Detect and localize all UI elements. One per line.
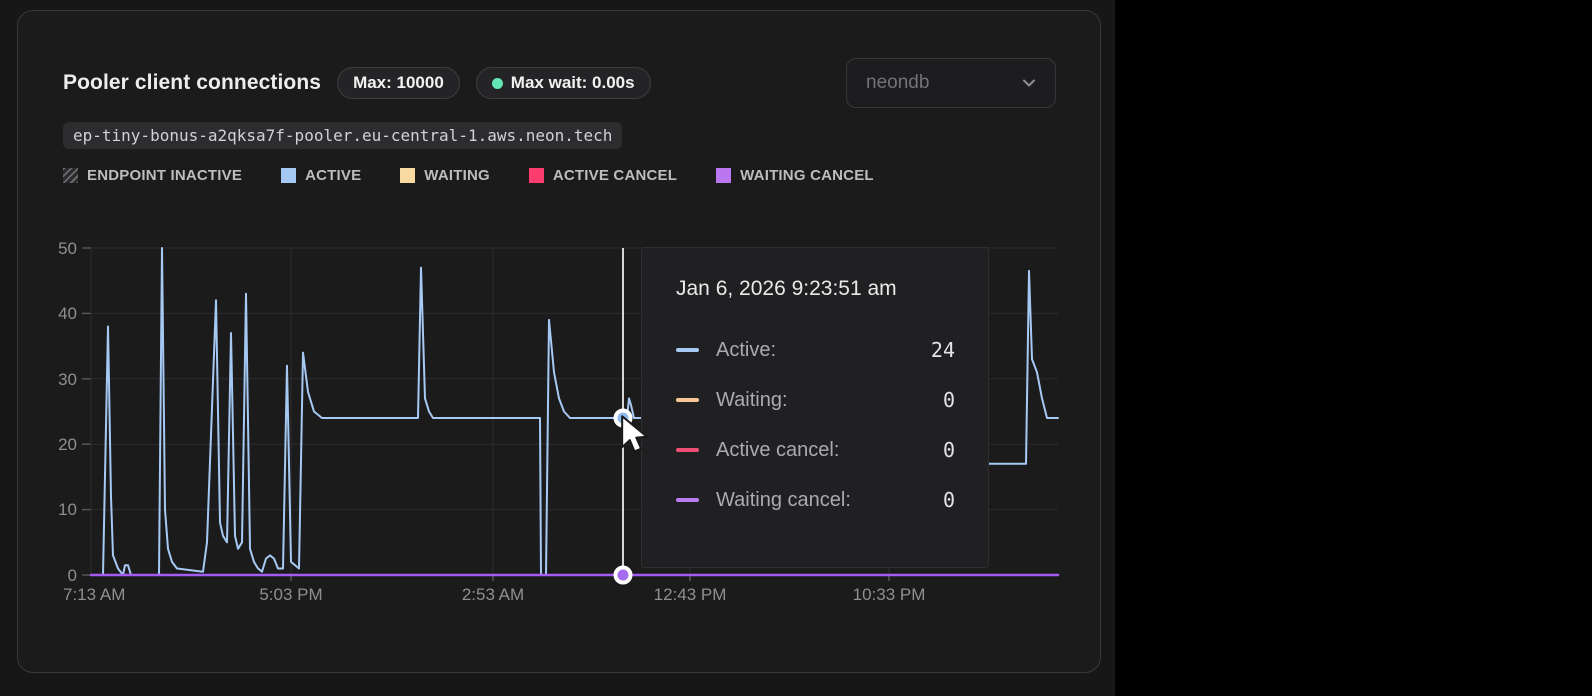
waiting-swatch-icon [400, 168, 416, 183]
y-axis-tick: 50 [58, 239, 77, 258]
chevron-down-icon [1023, 79, 1035, 87]
database-select-value: neondb [866, 72, 930, 93]
tooltip-row-waiting: Waiting: 0 [676, 375, 955, 425]
legend-label: WAITING CANCEL [740, 167, 874, 184]
active-swatch-icon [281, 168, 297, 183]
x-axis-tick: 5:03 PM [259, 585, 323, 604]
active-cancel-dash-icon [676, 447, 699, 453]
tooltip-row-active: Active: 24 [676, 325, 955, 375]
tooltip-timestamp: Jan 6, 2026 9:23:51 am [676, 277, 897, 300]
legend-label: WAITING [424, 167, 490, 184]
legend-item-active-cancel[interactable]: ACTIVE CANCEL [528, 167, 678, 184]
tooltip-row-waiting-cancel: Waiting cancel: 0 [676, 475, 955, 525]
y-axis-tick: 40 [58, 304, 77, 323]
active-cancel-swatch-icon [528, 168, 544, 183]
card-header: Pooler client connections Max: 10000 Max… [63, 58, 1056, 108]
bottom-point-marker [613, 565, 633, 585]
waiting-cancel-dash-icon [676, 497, 699, 503]
tooltip-value-active-cancel: 0 [942, 438, 955, 462]
legend-label: ACTIVE CANCEL [552, 167, 678, 184]
y-axis-tick: 10 [58, 500, 77, 519]
database-select[interactable]: neondb [846, 58, 1056, 108]
max-connections-badge: Max: 10000 [337, 67, 460, 99]
status-dot-icon [491, 77, 503, 89]
max-connections-label: Max: 10000 [353, 73, 444, 92]
chart-legend: ENDPOINT INACTIVE ACTIVE WAITING ACTIVE … [63, 167, 874, 184]
x-axis-tick: 7:13 AM [63, 585, 126, 604]
card-title: Pooler client connections [63, 71, 322, 94]
legend-item-active[interactable]: ACTIVE [281, 167, 361, 184]
legend-item-waiting-cancel[interactable]: WAITING CANCEL [716, 167, 874, 184]
dashboard-background: Pooler client connections Max: 10000 Max… [0, 0, 1115, 696]
x-axis-tick: 10:33 PM [852, 585, 926, 604]
y-axis-tick: 30 [58, 370, 77, 389]
pooler-client-connections-card: Pooler client connections Max: 10000 Max… [17, 10, 1101, 673]
legend-item-waiting[interactable]: WAITING [400, 167, 490, 184]
x-axis-tick: 12:43 PM [653, 585, 727, 604]
max-wait-badge: Max wait: 0.00s [475, 67, 651, 99]
legend-label: ACTIVE [305, 167, 362, 184]
active-dash-icon [676, 347, 699, 353]
chart-tooltip: Jan 6, 2026 9:23:51 am Active: 24 Waitin… [641, 247, 989, 568]
y-axis-tick: 20 [58, 435, 77, 454]
legend-label: ENDPOINT INACTIVE [87, 167, 243, 184]
y-axis-tick: 0 [67, 566, 77, 585]
endpoint-host-badge: ep-tiny-bonus-a2qksa7f-pooler.eu-central… [63, 122, 623, 149]
max-wait-label: Max wait: 0.00s [510, 73, 635, 92]
endpoint-inactive-swatch-icon [63, 168, 78, 183]
connections-chart[interactable]: 50 40 30 20 10 0 7:13 AM 5:03 PM 2:53 AM… [58, 239, 1060, 604]
tooltip-value-waiting: 0 [942, 388, 955, 412]
mouse-cursor-icon [621, 415, 648, 453]
tooltip-value-active: 24 [930, 338, 955, 362]
waiting-dash-icon [676, 397, 699, 403]
waiting-cancel-swatch-icon [716, 168, 732, 183]
legend-item-endpoint-inactive[interactable]: ENDPOINT INACTIVE [63, 167, 242, 184]
tooltip-row-active-cancel: Active cancel: 0 [676, 425, 955, 475]
x-axis-tick: 2:53 AM [461, 585, 525, 604]
tooltip-value-waiting-cancel: 0 [942, 488, 955, 512]
